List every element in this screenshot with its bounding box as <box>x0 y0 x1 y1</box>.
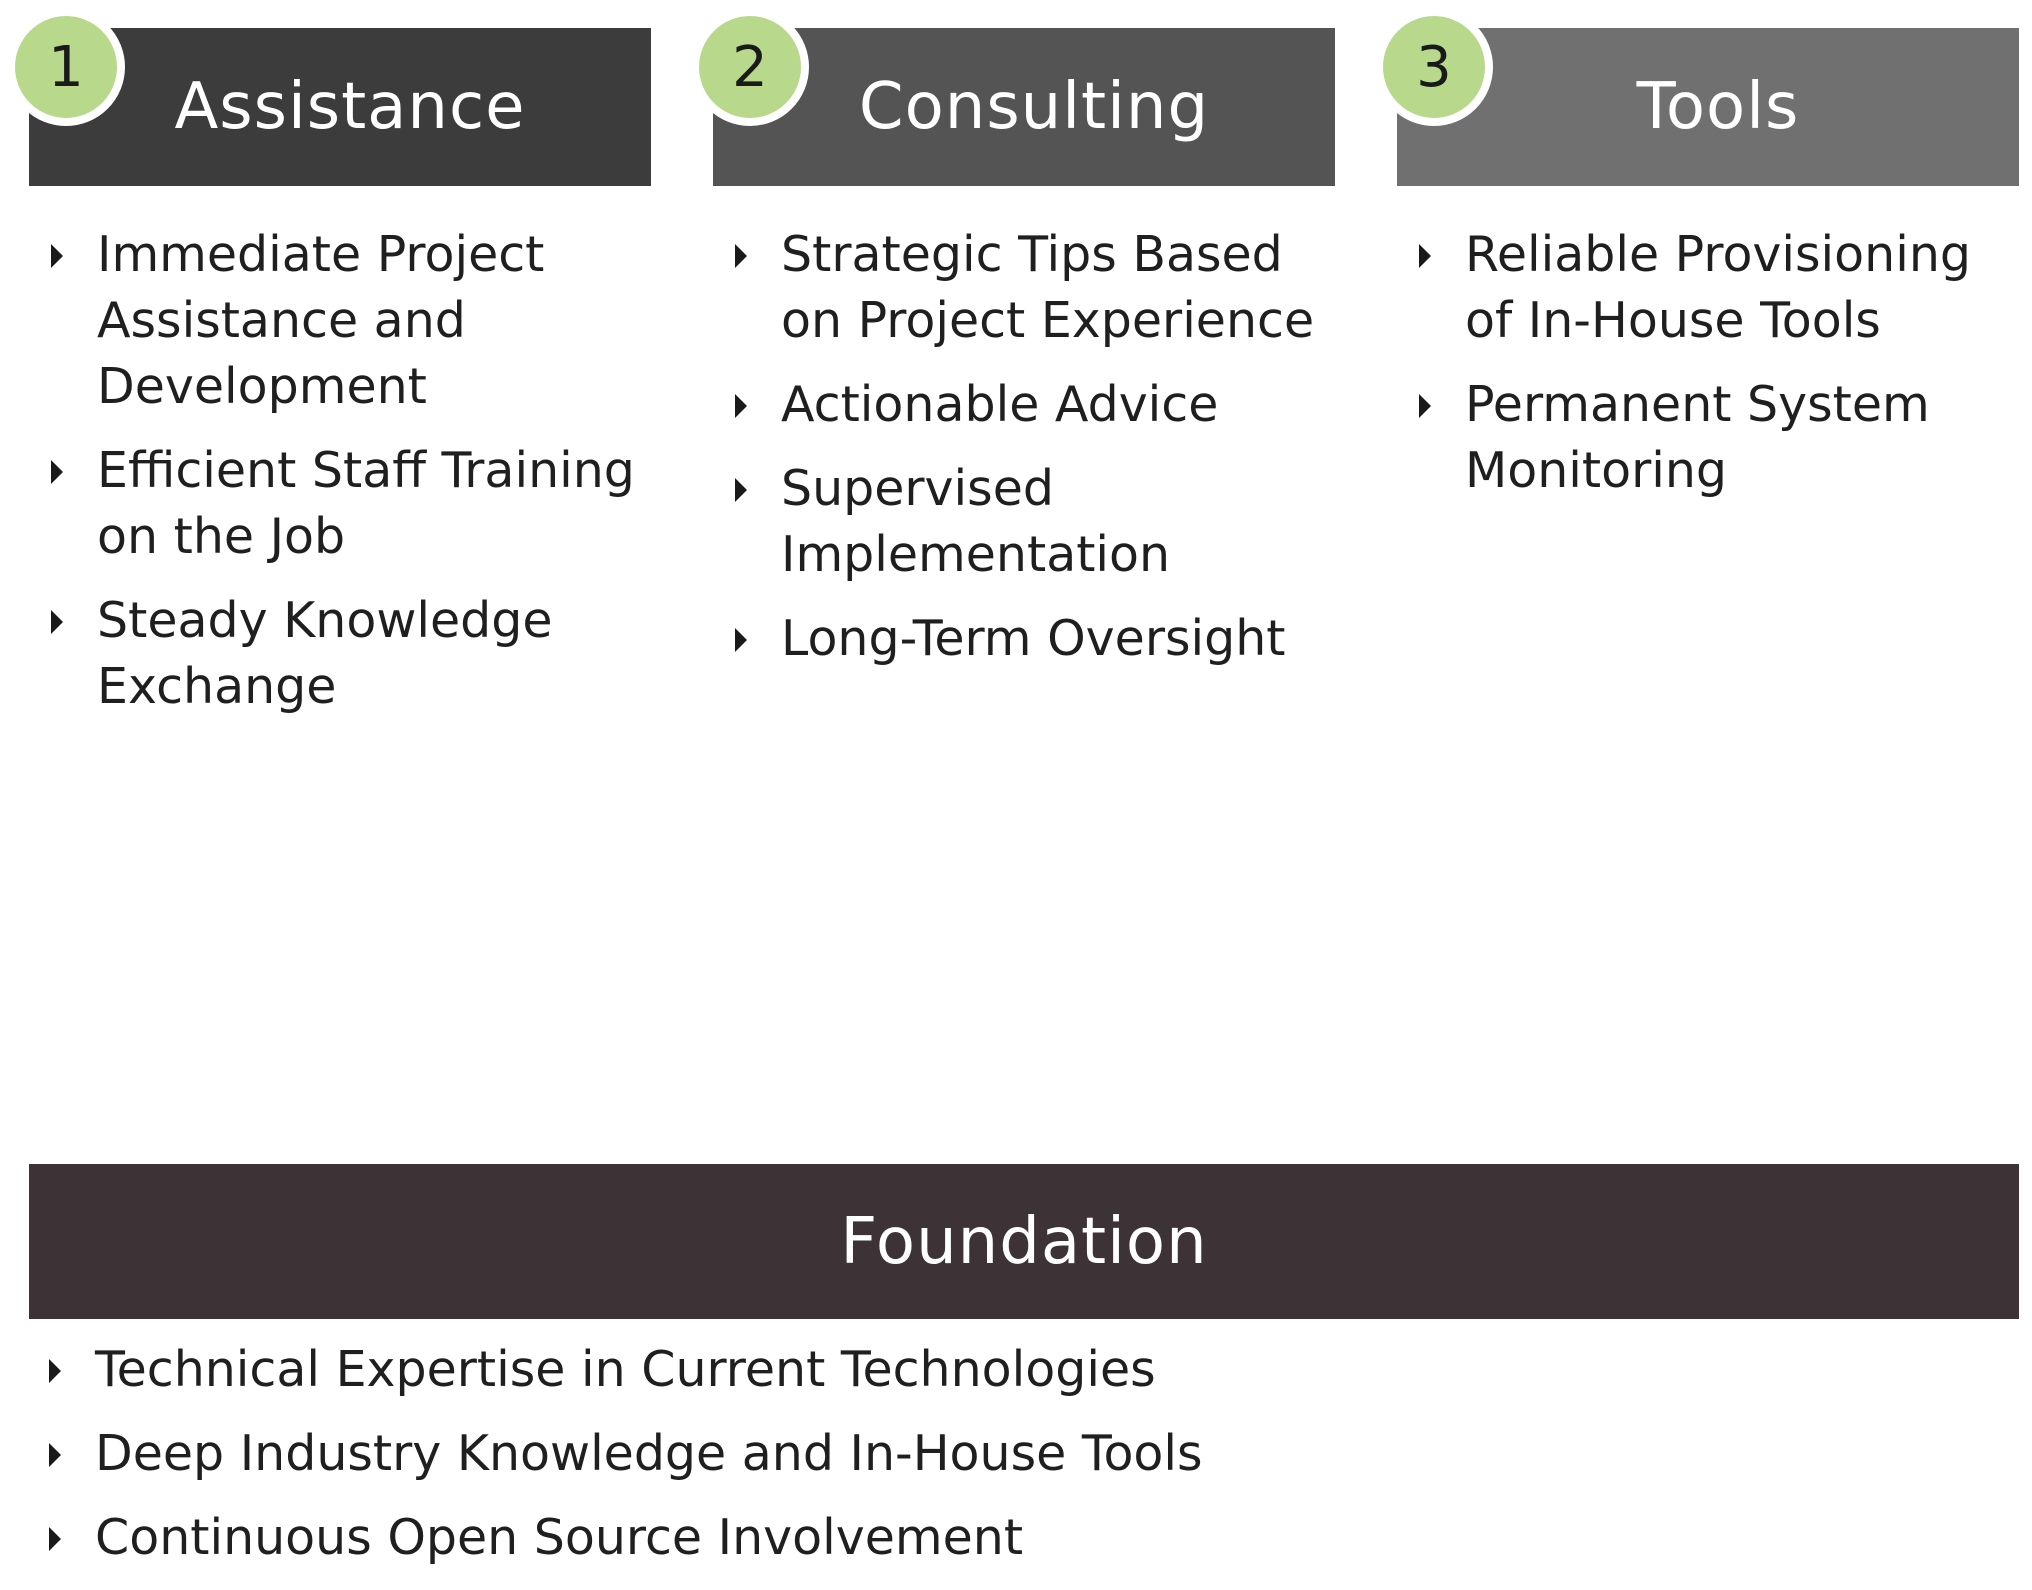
list-item: Technical Expertise in Current Technolog… <box>49 1337 2019 1403</box>
list-item-text: Reliable Provisioning of In-House Tools <box>1465 226 1971 349</box>
column-consulting: 2 Consulting Strategic Tips Based on Pro… <box>691 8 1335 690</box>
number-badge: 3 <box>1375 8 1493 126</box>
list-item-text: Steady Knowledge Exchange <box>97 592 553 715</box>
list-item-text: Efficient Staff Training on the Job <box>97 442 635 565</box>
triangle-right-icon <box>735 394 747 418</box>
list-item-text: Actionable Advice <box>781 376 1219 433</box>
triangle-right-icon <box>49 1443 61 1467</box>
triangle-right-icon <box>51 460 63 484</box>
triangle-right-icon <box>49 1359 61 1383</box>
triangle-right-icon <box>735 628 747 652</box>
list-item: Steady Knowledge Exchange <box>51 588 651 720</box>
list-item-text: Deep Industry Knowledge and In-House Too… <box>95 1425 1203 1482</box>
triangle-right-icon <box>735 478 747 502</box>
number-badge: 2 <box>691 8 809 126</box>
number-badge: 1 <box>7 8 125 126</box>
bullet-list: Immediate Project Assistance and Develop… <box>29 222 651 720</box>
column-title: Consulting <box>858 70 1210 144</box>
bullet-list: Technical Expertise in Current Technolog… <box>29 1337 2019 1571</box>
triangle-right-icon <box>49 1527 61 1551</box>
list-item-text: Strategic Tips Based on Project Experien… <box>781 226 1315 349</box>
foundation-title: Foundation <box>840 1204 1208 1279</box>
list-item-text: Permanent System Monitoring <box>1465 376 1930 499</box>
list-item: Long-Term Oversight <box>735 606 1335 672</box>
column-header: 2 Consulting <box>691 8 1335 186</box>
list-item: Efficient Staff Training on the Job <box>51 438 651 570</box>
list-item-text: Long-Term Oversight <box>781 610 1286 667</box>
triangle-right-icon <box>735 244 747 268</box>
list-item: Continuous Open Source Involvement <box>49 1505 2019 1571</box>
list-item-text: Immediate Project Assistance and Develop… <box>97 226 545 415</box>
triangle-right-icon <box>51 610 63 634</box>
column-title: Tools <box>1636 70 1800 144</box>
triangle-right-icon <box>1419 244 1431 268</box>
column-tools: 3 Tools Reliable Provisioning of In-Hous… <box>1375 8 2019 522</box>
list-item-text: Supervised Implementation <box>781 460 1171 583</box>
column-header: 1 Assistance <box>7 8 651 186</box>
list-item: Reliable Provisioning of In-House Tools <box>1419 222 2019 354</box>
list-item: Strategic Tips Based on Project Experien… <box>735 222 1335 354</box>
list-item-text: Technical Expertise in Current Technolog… <box>95 1341 1156 1398</box>
column-assistance: 1 Assistance Immediate Project Assistanc… <box>7 8 651 738</box>
triangle-right-icon <box>51 244 63 268</box>
foundation-section: Foundation Technical Expertise in Curren… <box>29 1164 2019 1589</box>
column-header: 3 Tools <box>1375 8 2019 186</box>
list-item: Actionable Advice <box>735 372 1335 438</box>
list-item: Immediate Project Assistance and Develop… <box>51 222 651 420</box>
list-item: Deep Industry Knowledge and In-House Too… <box>49 1421 2019 1487</box>
foundation-header: Foundation <box>29 1164 2019 1319</box>
bullet-list: Reliable Provisioning of In-House Tools … <box>1397 222 2019 504</box>
list-item-text: Continuous Open Source Involvement <box>95 1509 1024 1566</box>
list-item: Supervised Implementation <box>735 456 1335 588</box>
list-item: Permanent System Monitoring <box>1419 372 2019 504</box>
column-title: Assistance <box>174 70 526 144</box>
bullet-list: Strategic Tips Based on Project Experien… <box>713 222 1335 672</box>
triangle-right-icon <box>1419 394 1431 418</box>
